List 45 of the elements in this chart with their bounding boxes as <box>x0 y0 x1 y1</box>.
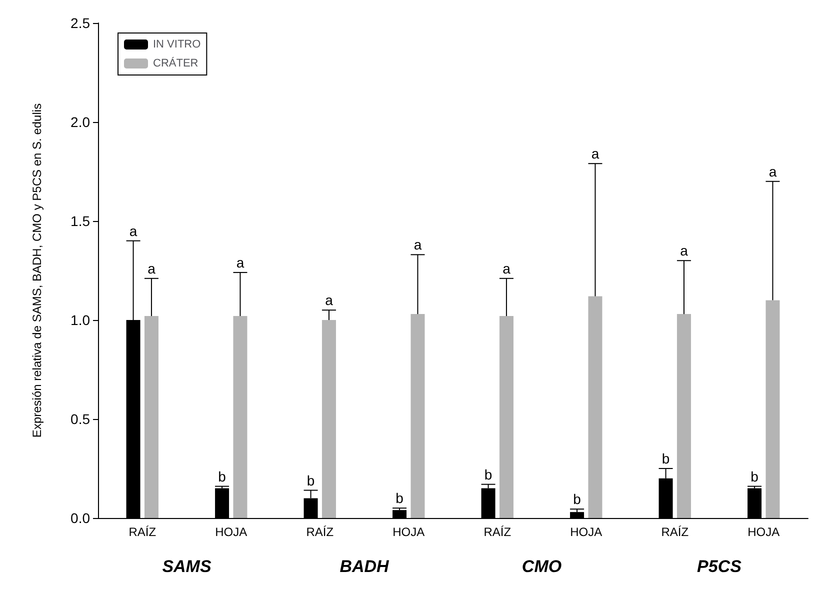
bar <box>322 320 336 518</box>
legend-label: CRÁTER <box>153 56 198 70</box>
annotation: b <box>218 468 226 484</box>
annotation: a <box>236 254 244 270</box>
annotation: b <box>484 466 492 482</box>
annotation: a <box>768 163 777 180</box>
text: P5CS <box>697 557 742 576</box>
bar <box>499 316 514 518</box>
x-tick-label: RAÍZ <box>661 525 689 539</box>
annotation: b <box>396 490 404 506</box>
y-tick-label: 1.5 <box>70 213 90 229</box>
x-tick-label: RAÍZ <box>306 525 334 539</box>
text: BADH <box>340 557 390 576</box>
annotation: a <box>414 236 422 253</box>
annotation: b <box>750 468 759 484</box>
bar <box>144 316 158 518</box>
x-tick-label: HOJA <box>748 525 780 539</box>
bar <box>233 316 248 518</box>
y-tick-label: 0.0 <box>70 510 90 526</box>
x-tick-label: RAÍZ <box>128 525 156 539</box>
text: SAMS <box>162 557 212 576</box>
bar <box>588 296 602 518</box>
y-tick-label: 0.5 <box>70 411 90 427</box>
y-axis-title: Expresión relativa de SAMS, BADH, CMO y P5CS en S. edulis <box>30 103 44 438</box>
annotation: b <box>573 491 582 508</box>
annotation: a <box>325 292 334 308</box>
annotation: a <box>148 260 156 276</box>
x-tick-label: RAÍZ <box>484 525 512 539</box>
annotation: a <box>129 222 138 239</box>
x-tick-label: HOJA <box>215 525 248 539</box>
y-tick-label: 2.5 <box>70 15 90 31</box>
annotation: a <box>680 242 688 259</box>
bar <box>676 314 691 518</box>
annotation: b <box>662 450 670 466</box>
annotation: b <box>306 472 315 488</box>
text: CMO <box>522 557 562 576</box>
bar <box>766 300 780 518</box>
legend-label: IN VITRO <box>153 38 202 50</box>
x-tick-label: HOJA <box>392 525 425 539</box>
y-tick-label: 1.0 <box>70 312 90 328</box>
bar <box>410 314 425 518</box>
y-tick-label: 2.0 <box>70 114 90 130</box>
x-tick-label: HOJA <box>570 525 602 539</box>
annotation: a <box>502 260 511 276</box>
annotation: a <box>591 146 600 162</box>
